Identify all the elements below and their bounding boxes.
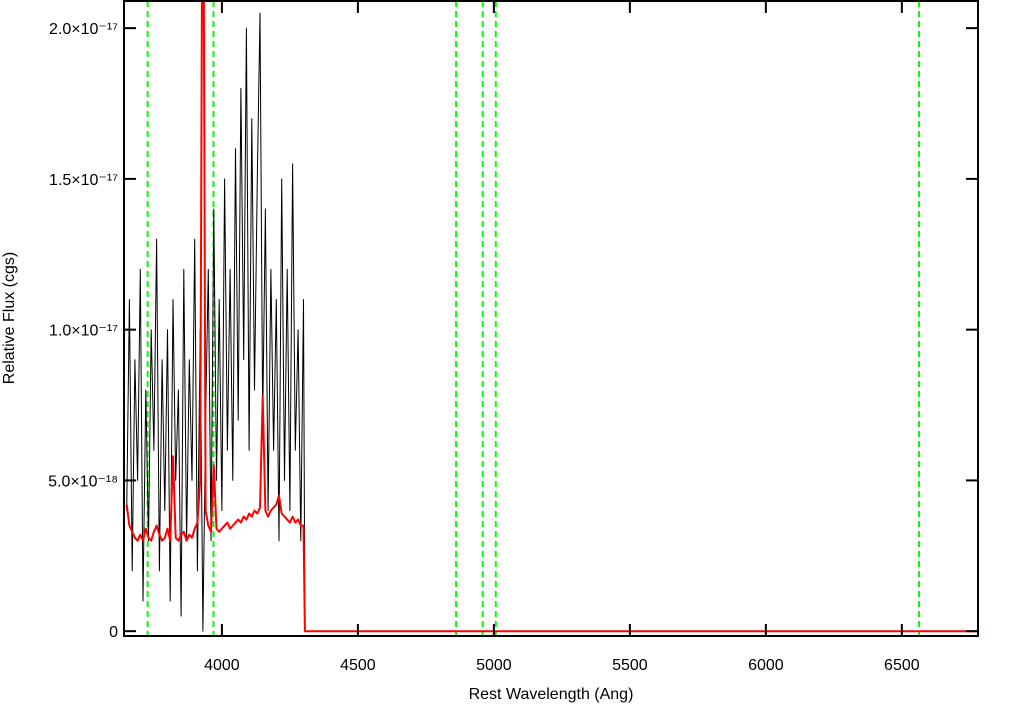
y-tick-label: 0 (109, 624, 118, 641)
plot-area (125, 0, 978, 636)
x-tick-label: 4000 (204, 657, 240, 674)
x-tick-label: 4500 (340, 657, 376, 674)
series-line (125, 0, 978, 633)
series-line (126, 12, 978, 632)
axes-frame (123, 0, 979, 637)
y-tick-label: 1.5×10⁻¹⁷ (49, 172, 118, 189)
x-tick-label: 5000 (476, 657, 512, 674)
x-tick-label: 5500 (612, 657, 648, 674)
y-tick-label: 2.0×10⁻¹⁷ (49, 21, 118, 38)
x-tick-label: 6500 (884, 657, 920, 674)
x-tick-label: 6000 (748, 657, 784, 674)
y-tick-label: 1.0×10⁻¹⁷ (49, 323, 118, 340)
y-tick-label: 5.0×10⁻¹⁸ (48, 473, 118, 490)
y-axis-title: Relative Flux (cgs) (1, 252, 18, 384)
x-axis-title: Rest Wavelength (Ang) (469, 686, 634, 703)
